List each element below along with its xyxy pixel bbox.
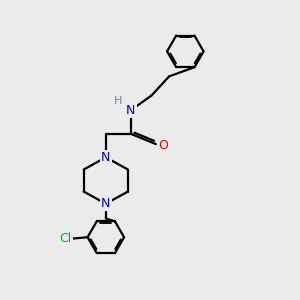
- Text: H: H: [114, 96, 123, 106]
- Text: N: N: [126, 104, 136, 117]
- Text: N: N: [101, 197, 110, 210]
- Text: Cl: Cl: [59, 232, 72, 245]
- Text: O: O: [158, 139, 168, 152]
- Text: N: N: [101, 151, 110, 164]
